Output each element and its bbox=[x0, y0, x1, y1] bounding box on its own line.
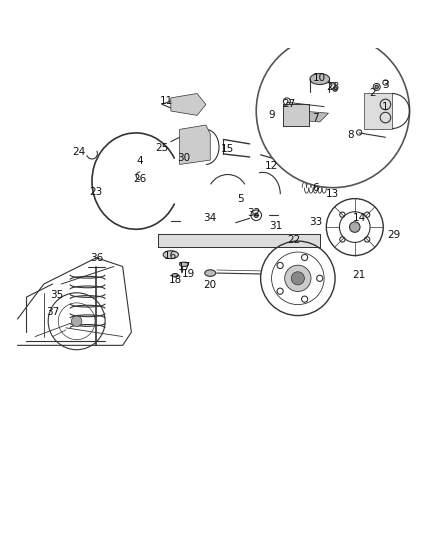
Text: 4: 4 bbox=[137, 156, 144, 166]
Text: 15: 15 bbox=[221, 144, 234, 154]
Text: 16: 16 bbox=[164, 251, 177, 261]
Circle shape bbox=[71, 316, 82, 327]
Text: 29: 29 bbox=[388, 230, 401, 240]
Circle shape bbox=[254, 213, 258, 217]
Text: 3: 3 bbox=[382, 80, 389, 90]
Text: 19: 19 bbox=[182, 269, 195, 279]
Ellipse shape bbox=[180, 262, 188, 266]
Text: 31: 31 bbox=[269, 221, 283, 231]
Polygon shape bbox=[364, 93, 392, 128]
Polygon shape bbox=[180, 125, 210, 165]
Ellipse shape bbox=[310, 74, 330, 85]
Circle shape bbox=[375, 85, 378, 88]
Text: 12: 12 bbox=[265, 161, 278, 171]
Text: 33: 33 bbox=[309, 217, 322, 227]
Text: 20: 20 bbox=[204, 280, 217, 290]
Text: 34: 34 bbox=[204, 213, 217, 223]
Text: 18: 18 bbox=[169, 274, 182, 285]
Text: 6: 6 bbox=[312, 183, 319, 192]
Text: 17: 17 bbox=[177, 262, 191, 271]
Text: 35: 35 bbox=[50, 290, 64, 300]
Text: 14: 14 bbox=[353, 213, 366, 223]
Text: 5: 5 bbox=[237, 193, 244, 204]
Ellipse shape bbox=[205, 270, 215, 276]
Text: 7: 7 bbox=[312, 112, 319, 123]
Circle shape bbox=[285, 265, 311, 292]
Circle shape bbox=[291, 272, 304, 285]
Text: 11: 11 bbox=[160, 96, 173, 106]
Text: 36: 36 bbox=[90, 253, 103, 263]
Polygon shape bbox=[283, 104, 309, 126]
Circle shape bbox=[350, 222, 360, 232]
Circle shape bbox=[256, 34, 410, 188]
Text: 26: 26 bbox=[134, 174, 147, 184]
Text: 28: 28 bbox=[326, 82, 339, 92]
Text: 9: 9 bbox=[268, 110, 275, 120]
Polygon shape bbox=[158, 233, 320, 247]
Polygon shape bbox=[171, 93, 206, 115]
Text: 1: 1 bbox=[382, 102, 389, 111]
Polygon shape bbox=[293, 111, 328, 122]
Text: 10: 10 bbox=[313, 73, 326, 83]
Text: 30: 30 bbox=[177, 153, 191, 163]
Ellipse shape bbox=[172, 273, 179, 277]
Ellipse shape bbox=[163, 251, 178, 259]
Text: 25: 25 bbox=[155, 143, 169, 154]
Text: 27: 27 bbox=[283, 100, 296, 109]
Text: 24: 24 bbox=[72, 147, 85, 157]
Circle shape bbox=[333, 87, 337, 91]
Text: 21: 21 bbox=[353, 270, 366, 280]
Text: 37: 37 bbox=[46, 308, 59, 318]
Text: 23: 23 bbox=[90, 187, 103, 197]
Text: 13: 13 bbox=[326, 189, 339, 199]
Text: 8: 8 bbox=[347, 130, 354, 140]
Text: 32: 32 bbox=[247, 208, 261, 217]
Text: 22: 22 bbox=[287, 235, 300, 245]
Text: 2: 2 bbox=[369, 88, 376, 99]
